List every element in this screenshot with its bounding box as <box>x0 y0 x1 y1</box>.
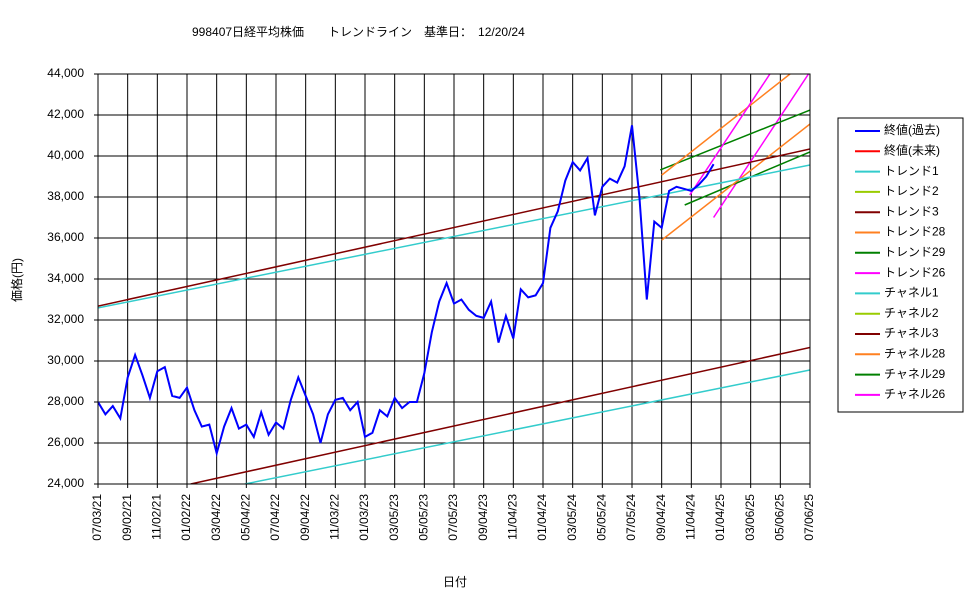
y-tick-label: 34,000 <box>47 271 84 285</box>
legend <box>837 117 964 413</box>
x-tick-label: 07/05/24 <box>624 494 638 541</box>
legend-label: トレンド29 <box>884 245 946 259</box>
legend-label: チャネル2 <box>884 306 939 320</box>
legend-label: トレンド28 <box>884 225 946 239</box>
series-line <box>661 123 810 241</box>
legend-label: チャネル29 <box>884 367 946 381</box>
x-tick-label: 11/03/22 <box>328 494 342 540</box>
y-tick-label: 42,000 <box>47 107 84 121</box>
x-tick-label: 05/06/25 <box>773 494 787 541</box>
x-tick-label: 11/04/23 <box>506 494 520 540</box>
y-tick-label: 26,000 <box>47 435 84 449</box>
x-tick-label: 01/02/22 <box>179 494 193 541</box>
x-axis-label: 日付 <box>443 575 467 589</box>
legend-label: チャネル28 <box>884 346 946 360</box>
x-tick-label: 05/05/24 <box>595 494 609 541</box>
legend-label: チャネル1 <box>884 286 939 300</box>
x-tick-label: 11/02/21 <box>150 494 164 540</box>
y-tick-label: 30,000 <box>47 353 84 367</box>
x-tick-label: 05/04/22 <box>239 494 253 541</box>
series-line <box>98 148 810 307</box>
x-tick-label: 03/04/22 <box>209 494 223 541</box>
legend-label: トレンド3 <box>884 204 939 218</box>
x-tick-label: 07/05/23 <box>446 494 460 541</box>
legend-label: トレンド1 <box>884 164 939 178</box>
x-tick-label: 07/03/21 <box>90 494 104 541</box>
legend-label: 終値(未来) <box>884 142 940 157</box>
x-tick-label: 09/02/21 <box>120 494 134 541</box>
x-tick-label: 07/04/22 <box>268 494 282 541</box>
series-line <box>689 74 771 196</box>
series-line <box>712 74 810 218</box>
x-tick-label: 07/06/25 <box>802 494 816 541</box>
x-tick-label: 09/04/22 <box>298 494 312 541</box>
legend-label: チャネル3 <box>884 326 939 340</box>
y-tick-label: 36,000 <box>47 230 84 244</box>
legend-label: 終値(過去) <box>884 122 940 137</box>
x-tick-label: 01/04/24 <box>535 494 549 541</box>
y-tick-label: 28,000 <box>47 394 84 408</box>
x-tick-label: 09/04/24 <box>654 494 668 541</box>
legend-label: トレンド2 <box>884 184 939 198</box>
series-line <box>98 125 715 458</box>
series-line <box>244 369 810 484</box>
chart-title: 998407日経平均株価 トレンドライン 基準日： 12/20/24 <box>192 24 525 39</box>
x-tick-label: 03/05/24 <box>565 494 579 541</box>
series-line <box>98 164 810 309</box>
y-tick-label: 44,000 <box>47 66 84 80</box>
x-tick-label: 03/06/25 <box>743 494 757 541</box>
series-line <box>190 346 810 484</box>
x-tick-label: 01/04/25 <box>713 494 727 541</box>
series-line <box>661 74 791 176</box>
y-axis-label: 価格(円) <box>9 258 24 302</box>
x-tick-label: 03/05/23 <box>387 494 401 541</box>
series-line <box>659 109 810 171</box>
y-tick-label: 32,000 <box>47 312 84 326</box>
x-tick-label: 11/04/24 <box>684 494 698 540</box>
x-tick-label: 01/03/23 <box>357 494 371 541</box>
legend-label: トレンド26 <box>884 265 946 279</box>
y-tick-label: 40,000 <box>47 148 84 162</box>
legend-label: チャネル26 <box>884 387 946 401</box>
x-tick-label: 09/04/23 <box>476 494 490 541</box>
series-line <box>684 151 810 206</box>
y-tick-label: 38,000 <box>47 189 84 203</box>
x-tick-label: 05/05/23 <box>417 494 431 541</box>
plot-area <box>98 74 810 484</box>
y-tick-label: 24,000 <box>47 476 84 490</box>
